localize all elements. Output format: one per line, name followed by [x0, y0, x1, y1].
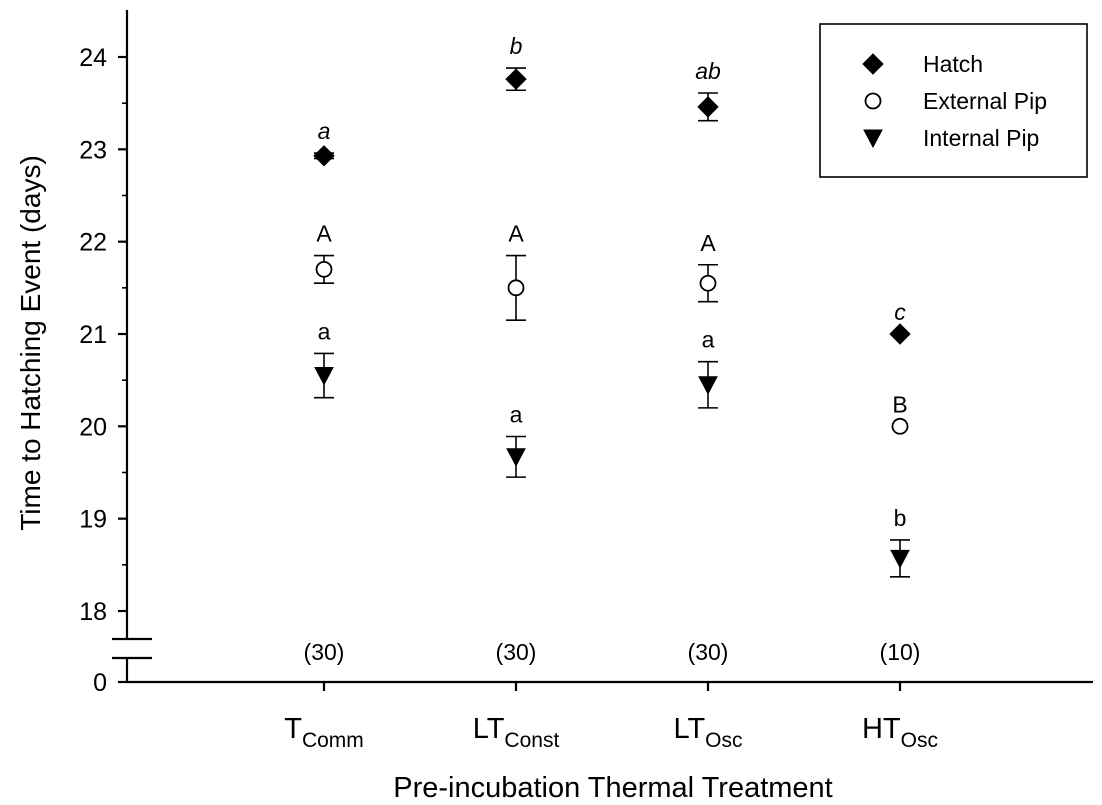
external-pip-marker [315, 260, 333, 278]
significance-letter: B [892, 391, 907, 417]
significance-letter: A [316, 221, 332, 247]
y-tick-label: 22 [79, 229, 107, 257]
internal-pip-marker [698, 376, 718, 395]
sample-size-label: (30) [688, 639, 729, 665]
sample-size-label: (10) [880, 639, 921, 665]
y-tick-label: 18 [79, 598, 107, 626]
significance-letter: c [894, 299, 906, 325]
hatch-marker [313, 145, 335, 167]
y-tick-label: 0 [93, 669, 107, 697]
legend-box [819, 23, 1088, 178]
hatch-marker [697, 96, 719, 118]
significance-letter: a [702, 327, 715, 353]
significance-letter: A [700, 230, 716, 256]
significance-letter: a [510, 401, 523, 427]
x-axis-label: Pre-incubation Thermal Treatment [393, 772, 833, 804]
hatch-marker [889, 323, 911, 345]
internal-pip-marker [314, 367, 334, 386]
significance-letter: b [894, 505, 907, 531]
x-tick-label: LTConst [473, 713, 560, 752]
external-pip-marker [507, 279, 525, 297]
sample-size-label: (30) [496, 639, 537, 665]
external-pip-marker [891, 417, 909, 435]
y-tick-label: 24 [79, 44, 107, 72]
legend-label: External Pip [923, 88, 1047, 114]
x-tick-label: TComm [284, 713, 364, 752]
significance-letter: A [508, 221, 524, 247]
hatch-marker [505, 68, 527, 90]
significance-letter: a [318, 318, 331, 344]
x-tick-label: HTOsc [862, 713, 938, 752]
internal-pip-marker [890, 549, 910, 569]
internal-pip-marker [863, 129, 883, 149]
axes: 18 19 20 21 22 23 24 0 TComm LTConst LTOsc HTOsc [79, 10, 1093, 752]
y-tick-label: 21 [79, 321, 107, 349]
sample-size-label: (30) [304, 639, 345, 665]
significance-letter: b [510, 33, 523, 59]
y-tick-label: 20 [79, 413, 107, 441]
significance-letter: ab [695, 58, 721, 84]
legend-label: Internal Pip [923, 125, 1039, 151]
x-tick-label: LTOsc [673, 713, 742, 752]
significance-letter: a [318, 118, 331, 144]
y-tick-label: 19 [79, 506, 107, 534]
external-pip-marker [699, 274, 717, 292]
y-axis-label: Time to Hatching Event (days) [15, 155, 46, 531]
y-tick-label: 23 [79, 136, 107, 164]
internal-pip-marker [506, 448, 526, 467]
hatch-marker [862, 53, 884, 75]
legend: Hatch External Pip Internal Pip [819, 23, 1088, 178]
external-pip-marker [864, 92, 882, 110]
legend-label: Hatch [923, 51, 983, 77]
